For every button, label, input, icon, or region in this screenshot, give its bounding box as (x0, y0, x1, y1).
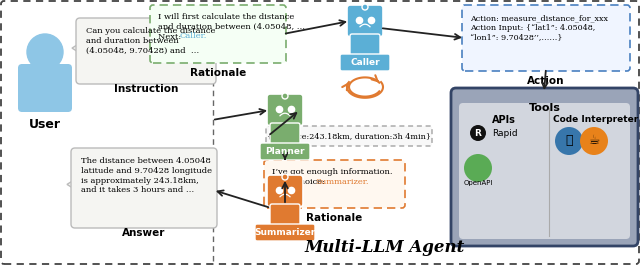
Text: Tools: Tools (529, 103, 561, 113)
Text: User: User (29, 118, 61, 131)
Text: Answer: Answer (122, 228, 166, 238)
Text: Code Interpreter: Code Interpreter (554, 115, 639, 124)
Polygon shape (72, 43, 80, 53)
Text: Summarizer.: Summarizer. (315, 178, 369, 186)
FancyBboxPatch shape (264, 160, 405, 208)
Text: Action: measure_distance_for_xxx
Action Input: {“lat1”: 4.05048,
“lon1”: 9.70428: Action: measure_distance_for_xxx Action … (470, 14, 608, 42)
FancyBboxPatch shape (267, 175, 303, 207)
Text: I’ve got enough information.
Next choice:: I’ve got enough information. Next choice… (272, 168, 392, 186)
FancyBboxPatch shape (462, 5, 630, 71)
FancyBboxPatch shape (150, 5, 286, 63)
Circle shape (282, 93, 288, 99)
Text: Rationale: Rationale (306, 213, 362, 223)
FancyBboxPatch shape (260, 143, 310, 160)
FancyBboxPatch shape (340, 54, 390, 71)
Circle shape (464, 154, 492, 182)
Circle shape (362, 4, 368, 10)
FancyBboxPatch shape (350, 34, 380, 56)
FancyBboxPatch shape (266, 126, 432, 146)
Text: APIs: APIs (492, 115, 516, 125)
Text: R: R (475, 129, 481, 138)
Text: {distance:243.18km, duration:3h 4min}: {distance:243.18km, duration:3h 4min} (267, 132, 431, 140)
Circle shape (282, 174, 288, 180)
Text: Caller: Caller (350, 58, 380, 67)
Text: Multi-LLM Agent: Multi-LLM Agent (305, 239, 465, 256)
FancyBboxPatch shape (270, 204, 300, 226)
Circle shape (470, 125, 486, 141)
Circle shape (555, 127, 583, 155)
FancyBboxPatch shape (270, 123, 300, 145)
FancyBboxPatch shape (76, 18, 216, 84)
Polygon shape (67, 179, 75, 189)
FancyBboxPatch shape (459, 103, 630, 239)
Text: OpenAPI: OpenAPI (463, 180, 493, 186)
Text: Instruction: Instruction (114, 84, 178, 94)
Text: I will first calculate the distance
and duration between (4.05048, …
Next:: I will first calculate the distance and … (158, 13, 305, 41)
Text: Can you calculate the distance
and duration between
(4.05048, 9.70428) and  …: Can you calculate the distance and durat… (86, 27, 216, 55)
Text: Caller.: Caller. (179, 32, 206, 40)
Text: The distance between 4.05048
latitude and 9.70428 longitude
is approximately 243: The distance between 4.05048 latitude an… (81, 157, 212, 195)
Text: 🐍: 🐍 (565, 135, 573, 148)
FancyBboxPatch shape (451, 88, 638, 246)
Text: ☕: ☕ (588, 135, 600, 148)
Text: Summarizer: Summarizer (254, 228, 316, 237)
Circle shape (580, 127, 608, 155)
FancyBboxPatch shape (255, 224, 315, 241)
Circle shape (27, 34, 63, 70)
FancyBboxPatch shape (18, 64, 72, 112)
FancyBboxPatch shape (267, 94, 303, 126)
Text: Planner: Planner (265, 147, 305, 156)
Text: Rapid: Rapid (492, 129, 518, 138)
FancyBboxPatch shape (71, 148, 217, 228)
Text: Action: Action (527, 76, 564, 86)
Text: Rationale: Rationale (190, 68, 246, 78)
FancyBboxPatch shape (347, 5, 383, 37)
